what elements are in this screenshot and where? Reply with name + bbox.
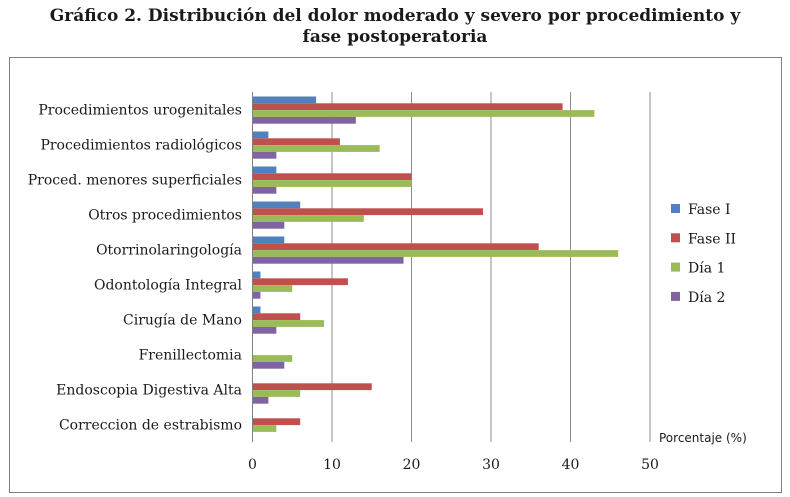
bar-4-3 bbox=[252, 256, 404, 264]
bar-7-2 bbox=[252, 355, 293, 362]
bar-8-2 bbox=[252, 390, 301, 397]
bar-8-1 bbox=[252, 383, 372, 391]
category-labels: Procedimientos urogenitales Procedimiento… bbox=[28, 103, 243, 434]
x-tick-labels: 0 10 20 30 40 50 bbox=[248, 457, 659, 473]
bar-2-0 bbox=[252, 166, 277, 174]
bar-3-3 bbox=[252, 221, 285, 229]
legend-label-0: Fase I bbox=[688, 202, 731, 218]
bar-5-2 bbox=[252, 285, 293, 292]
bar-4-0 bbox=[252, 236, 285, 244]
bar-9-2 bbox=[252, 425, 277, 432]
bar-0-3 bbox=[252, 116, 356, 124]
x-tick-label-40: 40 bbox=[562, 457, 580, 473]
x-tick-label-20: 20 bbox=[403, 457, 421, 473]
bars bbox=[252, 96, 619, 432]
category-label-8: Endoscopia Digestiva Alta bbox=[56, 383, 242, 399]
legend-swatch-2 bbox=[671, 262, 680, 272]
bar-2-2 bbox=[252, 180, 412, 187]
legend: Fase I Fase II Día 1 Día 2 bbox=[671, 202, 736, 306]
category-label-1: Procedimientos radiológicos bbox=[40, 138, 242, 154]
bar-3-0 bbox=[252, 201, 301, 209]
bar-6-2 bbox=[252, 320, 325, 327]
legend-label-2: Día 1 bbox=[688, 261, 725, 277]
bar-5-1 bbox=[252, 278, 348, 286]
bar-1-3 bbox=[252, 151, 277, 159]
bar-4-1 bbox=[252, 243, 539, 251]
chart-title-line-1: Gráfico 2. Distribución del dolor modera… bbox=[49, 6, 741, 26]
category-label-2: Proced. menores superficiales bbox=[28, 173, 242, 189]
chart-frame bbox=[9, 57, 782, 493]
bar-0-2 bbox=[252, 110, 595, 117]
x-tick-label-30: 30 bbox=[482, 457, 500, 473]
bar-5-0 bbox=[252, 271, 261, 279]
bar-8-3 bbox=[252, 396, 269, 404]
category-label-3: Otros procedimientos bbox=[88, 208, 242, 224]
bar-2-1 bbox=[252, 173, 412, 181]
gridlines bbox=[331, 92, 651, 442]
chart-title: Gráfico 2. Distribución del dolor modera… bbox=[0, 6, 790, 48]
bar-1-2 bbox=[252, 145, 380, 152]
bar-3-2 bbox=[252, 215, 364, 222]
category-label-0: Procedimientos urogenitales bbox=[38, 103, 242, 119]
legend-swatch-0 bbox=[671, 204, 680, 213]
x-tick-label-50: 50 bbox=[641, 457, 659, 473]
legend-swatch-1 bbox=[671, 233, 680, 243]
bar-1-1 bbox=[252, 138, 340, 146]
category-label-9: Correccion de estrabismo bbox=[59, 418, 242, 434]
bar-2-3 bbox=[252, 186, 277, 194]
bar-7-3 bbox=[252, 361, 285, 369]
category-label-7: Frenillectomia bbox=[139, 348, 242, 364]
bar-0-1 bbox=[252, 103, 563, 111]
bar-1-0 bbox=[252, 131, 269, 139]
x-axis-label: Porcentaje (%) bbox=[659, 431, 747, 445]
chart-title-line-2: fase postoperatoria bbox=[302, 27, 488, 47]
bar-9-1 bbox=[252, 418, 301, 426]
bar-6-3 bbox=[252, 326, 277, 334]
legend-swatch-3 bbox=[671, 291, 680, 301]
category-label-5: Odontología Integral bbox=[94, 278, 243, 294]
legend-label-1: Fase II bbox=[688, 231, 736, 247]
bar-0-0 bbox=[252, 96, 317, 104]
x-tick-label-0: 0 bbox=[248, 457, 257, 473]
bar-5-3 bbox=[252, 291, 261, 299]
category-label-6: Cirugía de Mano bbox=[123, 313, 242, 329]
bar-6-1 bbox=[252, 313, 301, 321]
bar-4-2 bbox=[252, 250, 619, 257]
bar-3-1 bbox=[252, 208, 484, 216]
x-tick-label-10: 10 bbox=[323, 457, 341, 473]
category-label-4: Otorrinolaringología bbox=[96, 243, 242, 259]
bar-6-0 bbox=[252, 306, 261, 314]
legend-label-3: Día 2 bbox=[688, 290, 725, 306]
